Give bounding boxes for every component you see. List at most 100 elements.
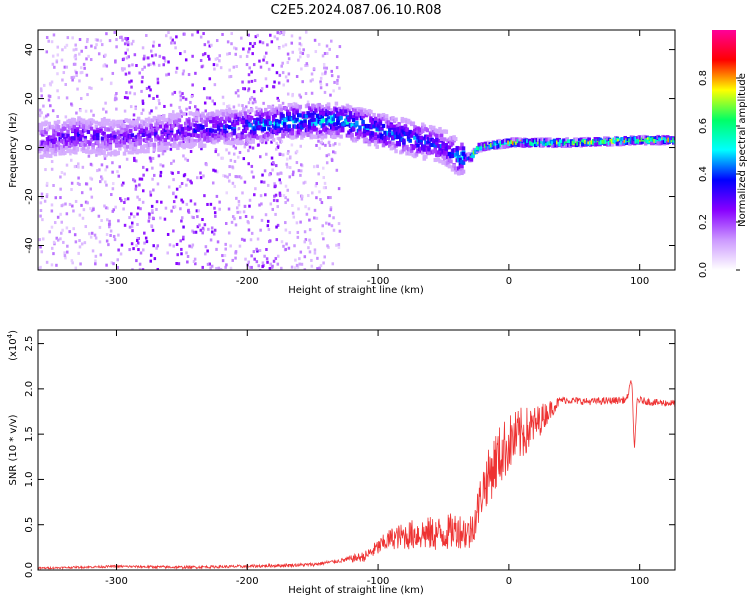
spectrogram-cell: [39, 208, 43, 212]
spectrogram-cell: [143, 149, 147, 154]
spectrogram-cell: [323, 52, 327, 56]
spectrogram-cell: [298, 262, 301, 266]
spectrogram-cell: [391, 116, 395, 121]
spectrogram-cell: [202, 228, 205, 232]
spectrogram-cell: [276, 262, 280, 266]
spectrogram-cell: [106, 218, 109, 222]
spectrogram-cell: [248, 198, 252, 202]
spectrogram-cell: [323, 72, 327, 76]
spectrogram-cell: [337, 245, 341, 249]
spectrogram-cell: [413, 125, 417, 130]
spectrogram-cell: [598, 137, 602, 142]
spectrogram-cell: [361, 122, 365, 127]
spectrogram-cell: [408, 131, 412, 136]
spectrogram-cell: [282, 194, 286, 198]
spectrogram-cell: [182, 237, 185, 241]
spectrogram-cell: [108, 122, 113, 127]
spectrogram-cell: [304, 92, 308, 96]
spectrogram-cell: [205, 117, 210, 122]
spectrogram-cell: [147, 118, 152, 123]
spectrogram-cell: [287, 246, 291, 250]
spectrogram-cell: [288, 175, 291, 179]
spectrogram-cell: [290, 34, 294, 38]
spectrogram-cell: [449, 159, 453, 164]
spectrogram-cell: [102, 64, 105, 68]
spectrogram-cell: [388, 143, 392, 148]
spectrogram-cell: [98, 180, 102, 184]
spectrogram-cell: [256, 33, 259, 37]
spectrogram-cell: [204, 252, 207, 256]
spectrogram-cell: [109, 81, 113, 85]
spectrogram-cell: [149, 253, 153, 257]
spectrogram-cell: [334, 126, 339, 131]
spectrogram-cell: [59, 187, 62, 191]
spectrogram-cell: [117, 219, 120, 223]
spectrogram-cell: [388, 140, 392, 145]
spectrogram-cell: [225, 263, 228, 267]
spectrogram-cell: [98, 168, 101, 172]
spectrogram-cell: [145, 33, 148, 37]
spectrogram-cell: [369, 109, 373, 114]
spectrogram-cell: [247, 50, 250, 54]
spectrogram-cell: [260, 112, 265, 117]
spectrogram-cell: [132, 39, 135, 43]
spectrogram-cell: [84, 109, 88, 113]
spectrogram-cell: [312, 165, 316, 169]
spectrogram-cell: [414, 132, 419, 137]
spectrogram-cell: [72, 227, 75, 231]
spectrogram-cell: [223, 254, 227, 258]
spectrogram-cell: [171, 123, 175, 128]
spectrogram-cell: [177, 118, 182, 123]
spectrogram-cell: [62, 71, 66, 75]
spectrogram-cell: [257, 143, 260, 147]
spectrogram-cell: [111, 182, 115, 186]
spectrogram-cell: [70, 102, 73, 106]
spectrogram-cell: [295, 161, 299, 165]
spectrogram-cell: [243, 111, 248, 116]
spectrogram-cell: [287, 124, 292, 129]
spectrogram-cell: [204, 109, 207, 113]
spectrogram-cell: [121, 38, 124, 42]
spectrogram-cell: [133, 137, 138, 142]
spectrogram-cell: [264, 213, 268, 217]
spectrogram-cell: [118, 165, 121, 169]
spectrogram-cell: [408, 151, 412, 156]
spectrogram-cell: [322, 237, 325, 241]
spectrogram-cell: [103, 116, 106, 120]
spectrogram-cell: [460, 164, 464, 169]
spectrogram-cell: [149, 62, 152, 66]
spectrogram-cell: [286, 165, 289, 169]
spectrogram-cell: [314, 127, 318, 132]
spectrogram-cell: [380, 133, 384, 138]
spectrogram-cell: [182, 140, 185, 144]
spectrogram-cell: [192, 230, 196, 234]
spectrogram-cell: [52, 140, 56, 145]
spectrogram-cell: [427, 147, 431, 152]
spectrogram-cell: [104, 180, 107, 184]
spectrogram-cell: [175, 66, 179, 70]
spectrogram-cell: [420, 129, 425, 134]
spectrogram-cell: [168, 120, 172, 125]
spectrogram-cell: [303, 180, 307, 184]
spectrogram-cell: [56, 238, 60, 242]
spectrogram-cell: [226, 40, 230, 44]
spectrogram-cell: [164, 34, 168, 38]
spectrogram-cell: [53, 65, 56, 69]
spectrogram-cell: [181, 72, 185, 76]
spectrogram-cell: [202, 132, 207, 137]
spectrogram-cell: [251, 52, 254, 56]
spectrogram-cell: [227, 207, 231, 211]
spectrogram-cell: [441, 144, 445, 149]
spectrogram-cell: [299, 173, 302, 177]
spectrogram-cell: [377, 113, 381, 118]
spectrogram-cell: [94, 38, 98, 42]
spectrogram-cell: [128, 216, 131, 220]
spectrogram-cell: [109, 233, 112, 237]
spectrogram-cell: [176, 122, 180, 127]
spectrogram-cell: [114, 205, 117, 209]
spectrogram-cell: [450, 141, 455, 146]
spectrogram-cell: [38, 149, 42, 154]
spectrogram-cell: [238, 150, 242, 154]
spectrogram-cell: [299, 51, 302, 55]
